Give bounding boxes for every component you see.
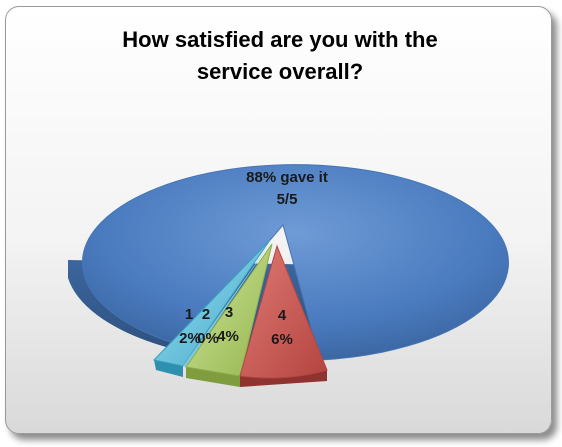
label-1-line2: 2% (179, 330, 201, 347)
label-5of5-line2: 5/5 (277, 191, 298, 208)
pie-slice-4 (239, 244, 328, 379)
pie-slice-3-side (186, 367, 240, 387)
label-2-line2: 0% (197, 330, 219, 347)
pie-slice-5of5 (82, 164, 509, 361)
label-2-line1: 2 (202, 306, 210, 323)
pie-slice-1-side (154, 360, 183, 377)
label-5of5-line1: 88% gave it (246, 169, 328, 186)
pie-slice-1 (153, 239, 271, 367)
chart-title: How satisfied are you with the service o… (0, 24, 560, 88)
pie-slice-2 (183, 242, 271, 367)
label-4-line1: 4 (278, 307, 287, 324)
label-3-line1: 3 (225, 304, 233, 321)
pie-slice-3 (185, 243, 273, 377)
chart-title-line-1: How satisfied are you with the (122, 27, 438, 52)
label-3-line2: 4% (217, 328, 239, 345)
label-4-line2: 6% (271, 331, 293, 348)
label-1-line1: 1 (185, 306, 193, 323)
chart-title-line-2: service overall? (196, 59, 364, 84)
